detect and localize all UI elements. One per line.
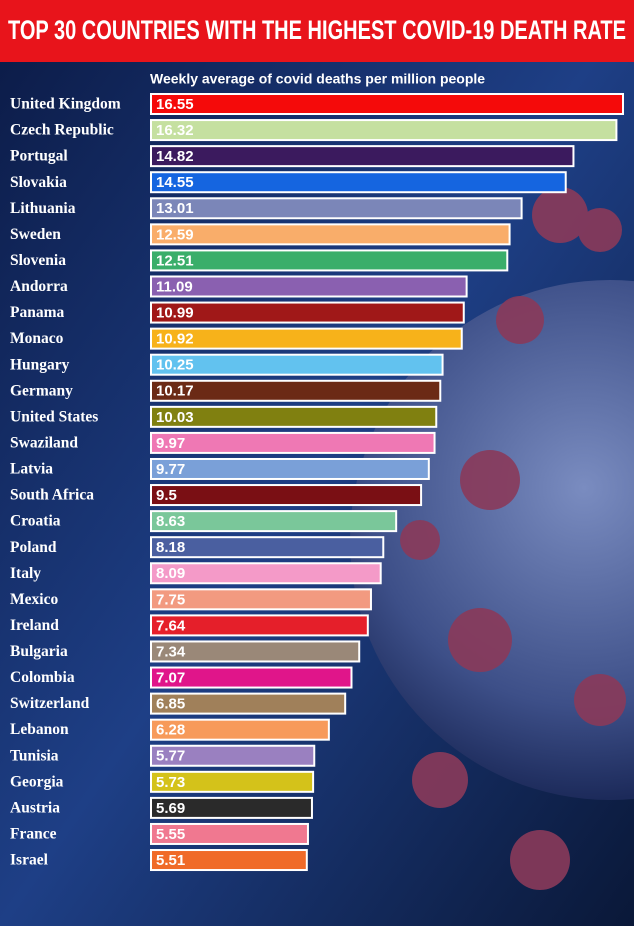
category-label: United Kingdom [10, 96, 121, 113]
value-label: 16.55 [156, 96, 194, 113]
bar [150, 536, 385, 559]
bar [150, 484, 423, 507]
value-label: 10.25 [156, 357, 194, 374]
category-label: Czech Republic [10, 122, 114, 139]
value-label: 13.01 [156, 200, 194, 217]
value-label: 8.18 [156, 539, 185, 556]
value-label: 10.03 [156, 409, 194, 426]
value-label: 7.75 [156, 591, 185, 608]
bar [150, 119, 618, 142]
bar [150, 301, 465, 324]
value-label: 16.32 [156, 122, 194, 139]
bar [150, 562, 382, 585]
category-label: Monaco [10, 330, 64, 347]
category-label: Israel [10, 852, 49, 869]
bar [150, 171, 567, 194]
category-label: United States [10, 408, 98, 425]
bar [150, 145, 575, 168]
value-label: 10.17 [156, 383, 194, 400]
value-label: 11.09 [156, 278, 193, 295]
category-label: Slovenia [10, 252, 66, 269]
category-label: Poland [10, 539, 57, 556]
value-label: 8.09 [156, 565, 185, 582]
value-label: 5.55 [156, 826, 185, 843]
bar [150, 223, 511, 246]
bar [150, 249, 509, 272]
value-label: 5.77 [156, 748, 185, 765]
category-label: Andorra [10, 278, 68, 295]
bar [150, 327, 463, 350]
value-label: 10.92 [156, 331, 194, 348]
bar [150, 275, 468, 298]
bar [150, 718, 330, 741]
value-label: 14.82 [156, 148, 194, 165]
virus-spikes [400, 187, 626, 890]
category-label: Georgia [10, 773, 64, 790]
chart-title: TOP 30 COUNTRIES WITH THE HIGHEST COVID-… [8, 15, 626, 45]
bar [150, 666, 353, 689]
category-label: Sweden [10, 226, 61, 243]
bar [150, 197, 523, 220]
bar [150, 849, 308, 872]
bar [150, 588, 372, 611]
value-label: 9.77 [156, 461, 185, 478]
bar [150, 640, 361, 663]
bar [150, 822, 309, 845]
category-label: Hungary [10, 356, 70, 373]
category-label: South Africa [10, 487, 94, 504]
bar [150, 692, 347, 715]
category-label: Ireland [10, 617, 59, 634]
category-label: Tunisia [10, 747, 59, 764]
category-label: Croatia [10, 513, 61, 530]
category-label: Germany [10, 382, 73, 399]
category-label: Portugal [10, 148, 68, 165]
value-label: 5.51 [156, 852, 185, 869]
category-label: Austria [10, 799, 60, 816]
title-banner [0, 0, 634, 62]
value-label: 12.59 [156, 226, 194, 243]
category-label: Lebanon [10, 721, 69, 738]
value-label: 5.73 [156, 774, 185, 791]
value-label: 6.28 [156, 722, 185, 739]
value-label: 8.63 [156, 513, 185, 530]
bar [150, 796, 313, 819]
value-label: 9.5 [156, 487, 177, 504]
category-label: Swaziland [10, 434, 78, 451]
value-label: 7.64 [156, 617, 186, 634]
bar [150, 93, 624, 115]
value-label: 5.69 [156, 800, 185, 817]
value-label: 9.97 [156, 435, 185, 452]
value-label: 7.07 [156, 670, 185, 687]
category-label: Latvia [10, 461, 53, 478]
bar [150, 379, 442, 402]
value-label: 10.99 [156, 305, 194, 322]
bar [150, 770, 315, 793]
bar [150, 744, 316, 767]
category-label: Mexico [10, 591, 58, 608]
category-label: Switzerland [10, 695, 90, 712]
category-label: Slovakia [10, 174, 67, 191]
value-label: 14.55 [156, 174, 194, 191]
bar [150, 614, 369, 637]
category-label: Colombia [10, 669, 75, 686]
category-label: Panama [10, 304, 65, 321]
bar [150, 510, 398, 533]
bar [150, 405, 438, 428]
category-label: France [10, 826, 57, 843]
bar [150, 353, 444, 376]
value-label: 7.34 [156, 643, 186, 660]
bar [150, 431, 436, 454]
category-label: Lithuania [10, 200, 76, 217]
category-label: Bulgaria [10, 643, 68, 660]
chart-subtitle: Weekly average of covid deaths per milli… [150, 71, 485, 87]
value-label: 12.51 [156, 252, 194, 269]
value-label: 6.85 [156, 696, 185, 713]
category-label: Italy [10, 565, 41, 582]
bar [150, 457, 430, 480]
